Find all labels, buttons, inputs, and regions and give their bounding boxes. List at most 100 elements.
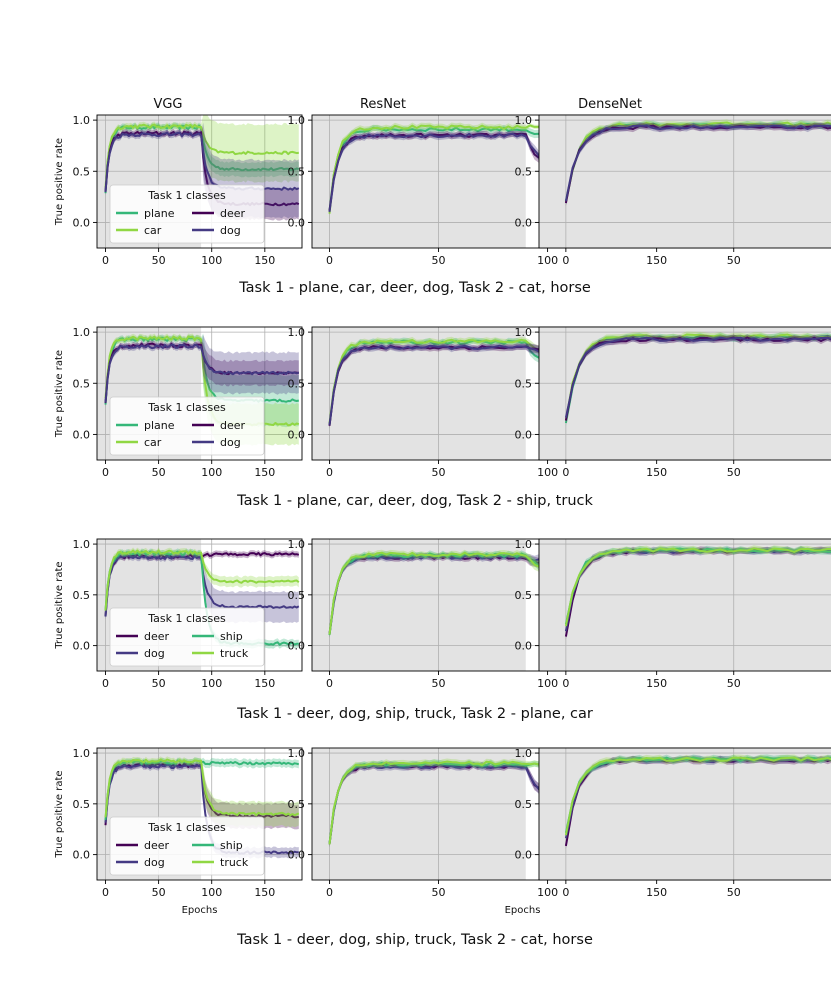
y-tick-label: 0.0 (288, 849, 306, 862)
legend: Task 1 classes plane car deer dog (109, 396, 265, 456)
y-axis-label: True positive rate (54, 561, 65, 649)
x-tick-label: 0 (326, 677, 333, 690)
series-line-deer (564, 124, 831, 204)
legend-label-deer: deer (220, 207, 246, 220)
x-tick-label: 0 (326, 254, 333, 267)
task1-shade (539, 327, 831, 460)
panel-vgg-row-1: 0 50 100 150 0.0 0.5 1.0 True positive rate Task… (54, 114, 303, 267)
y-tick-label: 0.0 (288, 640, 306, 653)
panel-densenet-row-3: 0 50 100 150 0.0 0.5 1.0 (515, 538, 831, 690)
x-tick-label: 50 (432, 886, 446, 899)
x-tick-label: 0 (562, 677, 569, 690)
y-tick-label: 1.0 (73, 538, 91, 551)
x-tick-label: 0 (102, 254, 109, 267)
y-tick-label: 0.5 (515, 377, 533, 390)
legend-title: Task 1 classes (147, 401, 226, 414)
axes-frame (96, 326, 303, 461)
y-tick-label: 1.0 (73, 114, 91, 127)
y-tick-label: 0.5 (288, 377, 306, 390)
legend-label-dog: dog (144, 856, 165, 869)
legend-label-ship: ship (220, 839, 243, 852)
x-tick-label: 0 (562, 886, 569, 899)
series-line-dog (564, 124, 831, 202)
legend-label-truck: truck (220, 856, 249, 869)
x-tick-label: 100 (537, 677, 558, 690)
legend: Task 1 classes deer dog ship truck (109, 816, 265, 876)
x-tick-label: 50 (152, 677, 166, 690)
legend-label-dog: dog (220, 436, 241, 449)
legend-box (109, 607, 265, 667)
series-line-car (564, 121, 831, 203)
x-tick-label: 100 (201, 254, 222, 267)
y-axis-label: True positive rate (54, 350, 65, 438)
x-tick-label: 0 (562, 254, 569, 267)
y-tick-label: 0.0 (288, 428, 306, 441)
series-line-dog (104, 343, 300, 403)
x-tick-label: 150 (646, 677, 667, 690)
axes-frame (538, 114, 831, 249)
panel-vgg-row-3: 0 50 100 150 0.0 0.5 1.0 True positive rate Task… (54, 538, 303, 690)
y-tick-label: 0.5 (73, 165, 91, 178)
legend-label-car: car (144, 224, 162, 237)
series-line-truck (564, 547, 831, 627)
legend-label-deer: deer (144, 839, 170, 852)
x-tick-label: 150 (254, 466, 275, 479)
series-band-car (329, 336, 727, 427)
series-line-truck (104, 758, 300, 818)
series-band-car (105, 115, 299, 191)
y-tick-label: 1.0 (515, 114, 533, 127)
task1-shade (312, 748, 526, 880)
axes-frame (96, 114, 303, 249)
y-tick-label: 0.0 (73, 428, 91, 441)
series-line-dog (564, 548, 831, 632)
series-line-car (564, 333, 831, 421)
x-tick-label: 50 (727, 254, 741, 267)
axes-frame (538, 747, 831, 881)
panel-densenet-row-1: 0 50 100 150 0.0 0.5 1.0 (515, 114, 831, 267)
x-tick-label: 100 (201, 677, 222, 690)
legend: Task 1 classes deer dog ship truck (109, 607, 265, 667)
series-band-car (329, 122, 727, 217)
legend-label-truck: truck (220, 647, 249, 660)
x-tick-label: 100 (201, 466, 222, 479)
legend-label-car: car (144, 436, 162, 449)
legend-box (109, 816, 265, 876)
task1-shade (539, 539, 831, 671)
x-tick-label: 100 (537, 886, 558, 899)
legend-label-plane: plane (144, 207, 175, 220)
legend-label-plane: plane (144, 419, 175, 432)
series-line-truck (564, 756, 831, 836)
legend-title: Task 1 classes (147, 612, 226, 625)
series-band-ship (329, 759, 727, 847)
y-axis-label: True positive rate (54, 138, 65, 226)
x-tick-label: 50 (152, 466, 166, 479)
legend-box (109, 184, 265, 244)
column-title-vgg: VGG (153, 97, 182, 112)
y-tick-label: 1.0 (288, 114, 306, 127)
series-line-truck (104, 549, 300, 611)
column-titles: VGG ResNet DenseNet (153, 97, 641, 112)
axes-frame (96, 747, 303, 881)
y-tick-label: 1.0 (515, 326, 533, 339)
legend-label-deer: deer (220, 419, 246, 432)
y-tick-label: 0.0 (288, 216, 306, 229)
x-tick-label: 0 (326, 886, 333, 899)
y-tick-label: 0.0 (73, 640, 91, 653)
y-tick-label: 0.5 (288, 165, 306, 178)
series-line-ship (564, 756, 831, 834)
x-tick-label: 100 (537, 254, 558, 267)
y-tick-label: 1.0 (288, 538, 306, 551)
legend-label-dog: dog (144, 647, 165, 660)
x-tick-label: 0 (102, 466, 109, 479)
y-tick-label: 0.0 (515, 428, 533, 441)
axes-frame (538, 538, 831, 672)
y-tick-label: 0.0 (73, 216, 91, 229)
x-tick-label: 150 (646, 466, 667, 479)
y-tick-label: 0.0 (515, 216, 533, 229)
y-tick-label: 1.0 (288, 747, 306, 760)
y-tick-label: 1.0 (288, 326, 306, 339)
x-tick-label: 150 (254, 677, 275, 690)
legend-title: Task 1 classes (147, 189, 226, 202)
x-tick-label: 50 (727, 466, 741, 479)
